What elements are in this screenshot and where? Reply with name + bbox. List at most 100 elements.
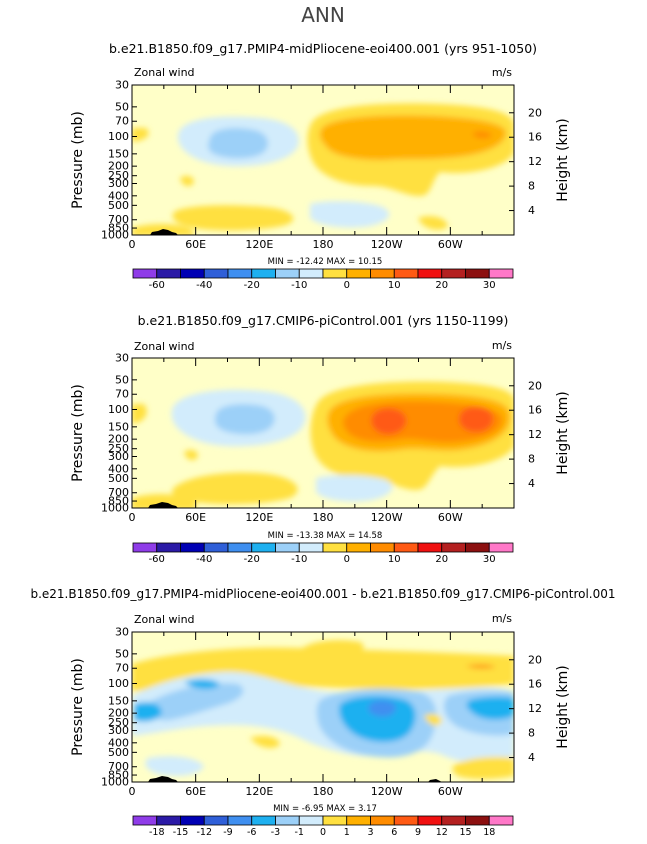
colorbar-label: 20 (435, 280, 448, 291)
panel-3-contour-neg6d (466, 696, 514, 720)
colorbar-box (298, 815, 324, 826)
ytick-label: 1000 (101, 502, 129, 515)
panel-2-units-label: m/s (492, 339, 512, 352)
panel-2-contour-neg15 (214, 404, 275, 435)
colorbar-label: 20 (435, 554, 448, 565)
panel-1-hticks: 20 16 12 8 4 (509, 106, 542, 217)
colorbar-box (370, 815, 395, 826)
xtick-label: 0 (129, 511, 136, 524)
xtick-label: 120E (245, 785, 273, 798)
panel-3-field (132, 632, 514, 782)
htick-label: 12 (528, 155, 542, 168)
colorbar-box (322, 268, 348, 279)
ytick-label: 700 (108, 760, 129, 773)
colorbar-label: -60 (149, 280, 165, 291)
panel-1-contour-5c (172, 205, 294, 231)
colorbar-box (227, 268, 253, 279)
colorbar-label: -3 (271, 827, 280, 838)
panel-3-contour-neg6a (134, 702, 162, 722)
htick-label: 12 (528, 428, 542, 441)
xtick-label: 120E (245, 511, 273, 524)
colorbar-label: 3 (367, 827, 373, 838)
colorbar-box (322, 815, 348, 826)
panel-2-contour-5c (171, 472, 298, 505)
colorbar-box (180, 542, 205, 553)
colorbar-box (488, 815, 514, 826)
colorbar-box (180, 815, 205, 826)
colorbar-box (346, 268, 371, 279)
xtick-label: 60E (185, 511, 206, 524)
xtick-label: 60W (438, 238, 463, 251)
panel-1-variable-label: Zonal wind (134, 66, 195, 79)
colorbar-box (393, 542, 419, 553)
colorbar-box (203, 542, 229, 553)
panel-1-contour-5b (132, 128, 149, 142)
colorbar-box (417, 815, 443, 826)
ytick-label: 100 (108, 677, 129, 690)
colorbar-box (203, 815, 229, 826)
colorbar-label: 10 (388, 280, 401, 291)
colorbar-label: 18 (483, 827, 495, 838)
panel-3-contour-neg9 (368, 700, 396, 717)
colorbar-box (393, 815, 419, 826)
panel-2-minmax: MIN = -13.38 MAX = 14.58 (268, 531, 383, 541)
ytick-label: 850 (108, 769, 129, 782)
ytick-label: 150 (108, 147, 129, 160)
xtick-label: 180 (313, 785, 334, 798)
colorbar-box (298, 542, 324, 553)
colorbar-label: 1 (344, 827, 350, 838)
ytick-label: 70 (115, 388, 129, 401)
ytick-label: 150 (108, 694, 129, 707)
panel-3-contour-neg1b (145, 756, 204, 776)
colorbar-label: 10 (388, 554, 401, 565)
page-title: ANN (301, 3, 345, 27)
colorbar-box (156, 815, 181, 826)
panel-2-hticks: 20 16 12 8 4 (509, 379, 542, 490)
colorbar-box (203, 268, 229, 279)
panel-3-minmax: MIN = -6.95 MAX = 3.17 (273, 804, 377, 814)
ytick-label: 850 (108, 222, 129, 235)
panel-3-contour-3 (466, 664, 496, 669)
ytick-label: 250 (108, 716, 129, 729)
xtick-label: 60W (438, 785, 463, 798)
ytick-label: 1000 (101, 229, 129, 242)
colorbar-label: 0 (344, 280, 350, 291)
ytick-label: 1000 (101, 776, 129, 789)
ytick-label: 70 (115, 115, 129, 128)
colorbar-label: 30 (483, 554, 496, 565)
colorbar-label: 9 (415, 827, 421, 838)
panel-2-field (132, 358, 514, 508)
colorbar-box (370, 268, 395, 279)
ytick-label: 200 (108, 160, 129, 173)
panel-3-units-label: m/s (492, 612, 512, 625)
colorbar-box (465, 542, 490, 553)
colorbar-box (488, 268, 514, 279)
panel-2-contour-20b (458, 406, 494, 432)
colorbar-label: -6 (247, 827, 256, 838)
htick-label: 8 (528, 180, 535, 193)
panel-3-y2label: Height (km) (555, 665, 571, 748)
colorbar-label: -10 (291, 280, 307, 291)
panel-3-topography-b (428, 779, 442, 782)
ytick-label: 850 (108, 495, 129, 508)
colorbar-box (298, 268, 324, 279)
colorbar-label: 6 (391, 827, 397, 838)
colorbar-box (275, 268, 300, 279)
xtick-label: 120W (371, 238, 403, 251)
ytick-label: 500 (108, 472, 129, 485)
colorbar-label: 12 (436, 827, 448, 838)
panel-2-variable-label: Zonal wind (134, 340, 195, 353)
ytick-label: 250 (108, 442, 129, 455)
ytick-label: 200 (108, 707, 129, 720)
panel-1-contour-5d (180, 175, 194, 187)
colorbar-box (275, 815, 300, 826)
panel-1-minmax: MIN = -12.42 MAX = 10.15 (268, 257, 383, 267)
panel-2-y2label: Height (km) (555, 391, 571, 474)
htick-label: 16 (528, 131, 542, 144)
ytick-label: 50 (115, 100, 129, 113)
colorbar-box (417, 268, 443, 279)
xtick-label: 60E (185, 785, 206, 798)
panel-3-xticks: 0 60E 120E 180 120W 60W (129, 632, 515, 798)
colorbar-label: -40 (196, 280, 212, 291)
